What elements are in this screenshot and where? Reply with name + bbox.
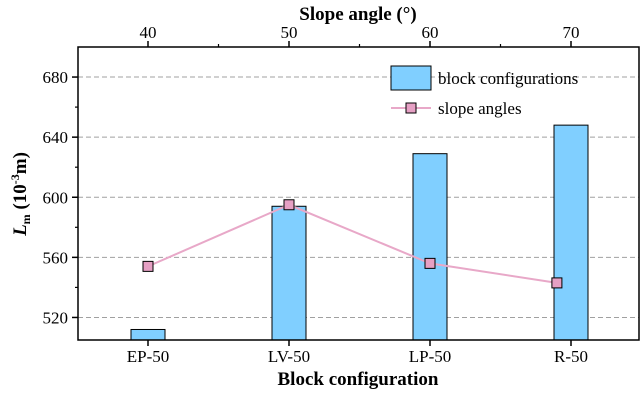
slope-angle-point — [142, 260, 154, 272]
legend-line-marker — [405, 102, 417, 114]
x-tick-label: EP-50 — [127, 347, 170, 366]
x2-tick-label: 40 — [140, 23, 157, 42]
axes: 520560600640680EP-50LV-50LP-50R-50NB-504… — [43, 23, 589, 366]
y-tick-label: 600 — [43, 188, 69, 207]
x2-tick-label: 70 — [563, 23, 580, 42]
y-axis-title-unit-open: (10 — [10, 184, 31, 214]
y-axis-title: Lm (10-3m) — [8, 152, 33, 237]
legend-bar-label: block configurations — [438, 69, 578, 88]
y-tick-label: 640 — [43, 128, 69, 147]
slope-angle-line — [147, 203, 558, 284]
x2-tick-label: 60 — [422, 23, 439, 42]
x-tick-label: R-50 — [554, 347, 588, 366]
slope-angle-point — [424, 257, 436, 269]
y-tick-label: 520 — [43, 308, 69, 327]
y-axis-title-exponent: -3 — [8, 174, 22, 184]
y-axis-title-unit-close: m) — [10, 152, 31, 174]
bar — [412, 153, 448, 341]
bar — [130, 328, 166, 341]
y-axis-title-subscript: m — [19, 214, 33, 224]
y-tick-label: 680 — [43, 68, 69, 87]
bar-series — [130, 124, 589, 341]
y-tick-label: 560 — [43, 248, 69, 267]
legend: block configurations slope angles — [390, 65, 578, 118]
legend-bar-swatch — [390, 65, 432, 91]
y-axis-title-symbol: L — [10, 224, 31, 237]
x2-tick-label: 50 — [281, 23, 298, 42]
legend-line-label: slope angles — [438, 99, 522, 118]
plot-frame — [77, 46, 640, 341]
slope-angle-point — [551, 277, 563, 289]
line-series — [142, 199, 563, 289]
gridlines — [78, 76, 639, 318]
bottom-axis-title: Block configuration — [278, 369, 439, 390]
slope-angle-point — [283, 199, 295, 211]
top-axis-title: Slope angle (°) — [299, 4, 416, 25]
x-tick-label: LV-50 — [268, 347, 310, 366]
bar — [271, 205, 307, 341]
x-tick-label: LP-50 — [409, 347, 452, 366]
bar — [553, 124, 589, 341]
